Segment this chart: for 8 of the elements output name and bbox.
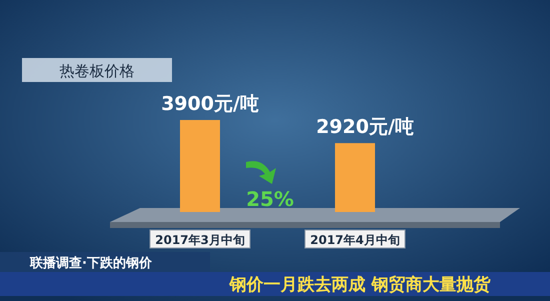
chart-title: 热卷板价格 [60,62,134,80]
text: 联播调查·下跌的钢价 [29,256,153,271]
x-tick-label: 2017年4月中旬 [310,233,400,247]
data-label: 2920元/吨 [316,116,414,138]
text: 钢价一月跌去两成 钢贸商大量抛货 [228,275,492,295]
annotation: 25% [246,187,294,211]
data-label: 3900元/吨 [161,93,259,115]
x-tick-label: 2017年3月中旬 [155,233,245,247]
